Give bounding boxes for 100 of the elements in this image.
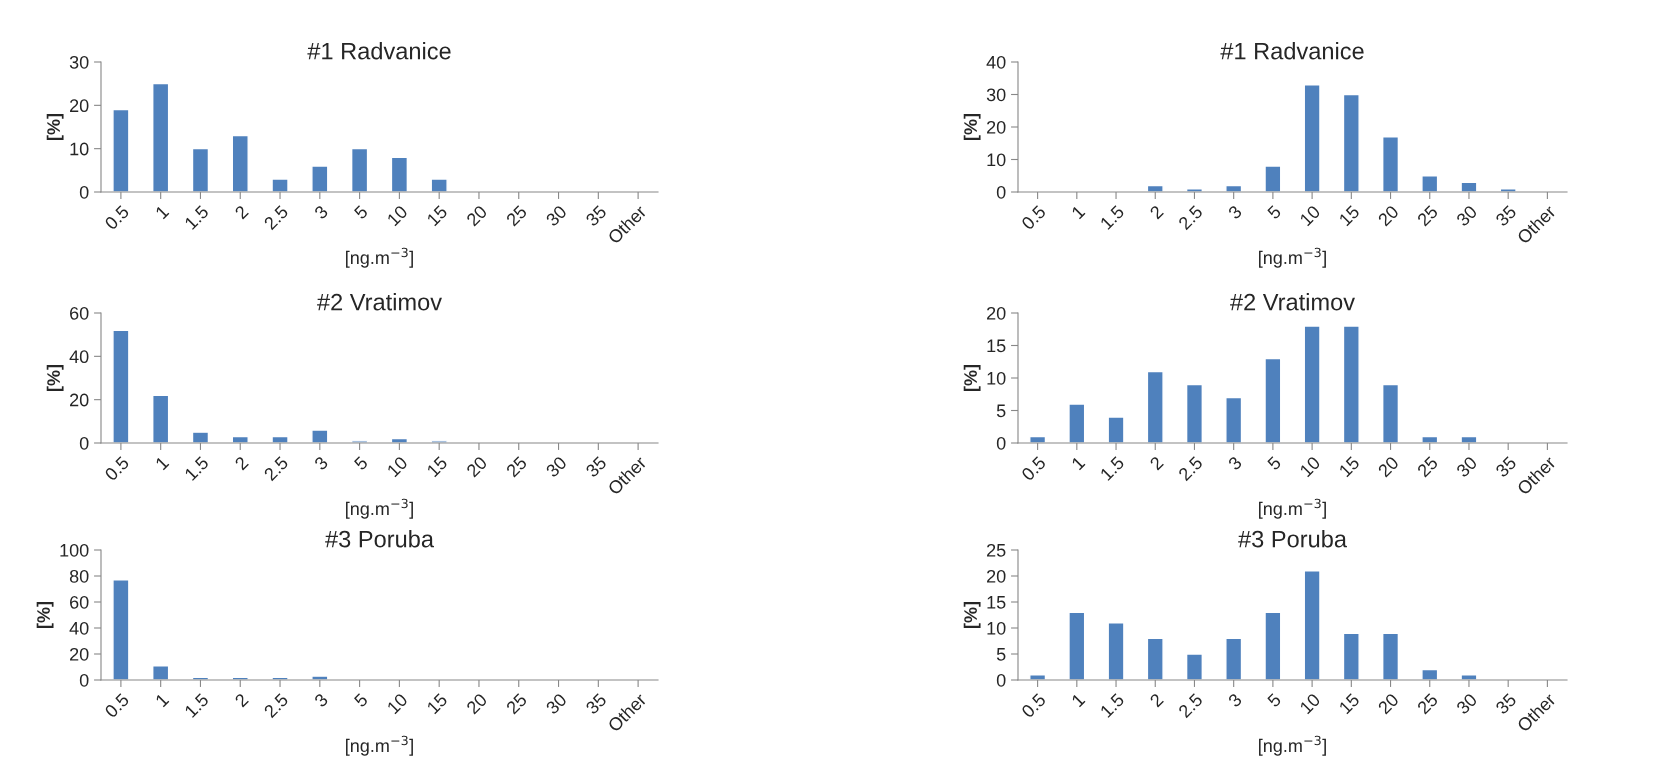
- y-tick-label: 20: [987, 306, 1006, 320]
- y-tick-label: 30: [69, 55, 89, 69]
- x-tick-label: 30: [545, 455, 568, 478]
- x-tick-label: 35: [1494, 204, 1518, 227]
- x-tick-label: 2.5: [1177, 455, 1204, 482]
- y-tick-label: 30: [986, 88, 1006, 102]
- x-tick-label: 1: [155, 455, 170, 471]
- x-tick-label: 3: [313, 204, 329, 220]
- x-tick-label: 0.5: [1020, 692, 1047, 719]
- x-tick-label: 2: [234, 204, 249, 220]
- x-tick-label: 0.5: [103, 204, 130, 231]
- chart-title: #3 Poruba: [325, 530, 434, 548]
- y-axis-title: [%]: [36, 601, 54, 629]
- y-tick-label: 0: [79, 185, 89, 199]
- x-tick-label: 0.5: [1020, 204, 1047, 231]
- y-tick-label: 15: [987, 339, 1006, 353]
- bar: [311, 165, 329, 192]
- y-tick-label: 20: [70, 647, 89, 661]
- x-tick-label: 15: [426, 455, 449, 478]
- y-tick-label: 0: [996, 436, 1006, 450]
- y-tick-label: 25: [987, 543, 1006, 557]
- bar: [1381, 383, 1400, 443]
- x-tick-label: 5: [1266, 692, 1282, 708]
- x-tick-label: 35: [584, 455, 608, 478]
- x-tick-label: 2.5: [263, 204, 289, 231]
- x-tick-label: 35: [584, 692, 608, 715]
- bar: [1264, 357, 1282, 443]
- x-tick-label: 3: [1227, 455, 1243, 471]
- x-tick-label: 3: [313, 455, 329, 471]
- y-axis-title: [%]: [46, 364, 64, 392]
- x-tick-label: 2: [234, 455, 249, 471]
- x-tick-label: 5: [1266, 455, 1282, 471]
- x-tick-label: 10: [1299, 455, 1321, 478]
- y-axis-title: [%]: [963, 601, 981, 629]
- x-tick-label: 30: [545, 204, 568, 227]
- bar: [1146, 637, 1164, 680]
- x-tick-label: 2: [1149, 692, 1164, 708]
- bar: [1460, 674, 1478, 680]
- bar: [1381, 632, 1400, 680]
- x-tick-label: 1.5: [184, 455, 210, 481]
- bar: [191, 147, 210, 192]
- x-tick-label: 2.5: [1177, 204, 1204, 231]
- x-tick-label: 35: [1494, 455, 1518, 478]
- y-tick-label: 40: [986, 55, 1006, 69]
- y-tick-label: 10: [987, 153, 1006, 167]
- bar: [231, 134, 249, 192]
- y-tick-label: 20: [70, 99, 89, 113]
- x-tick-label: 0.5: [103, 455, 130, 482]
- x-tick-label: 5: [1266, 204, 1282, 220]
- x-tick-label: 5: [353, 204, 369, 220]
- chart-title: #2 Vratimov: [317, 293, 442, 311]
- x-axis-title: [ng.m$^{−3}$]: [346, 247, 413, 268]
- x-tick-label: 20: [465, 455, 488, 478]
- x-tick-label: 1: [1071, 455, 1086, 471]
- chart-title: #1 Radvanice: [1220, 42, 1364, 60]
- x-tick-label: 30: [1455, 455, 1478, 478]
- x-tick-label: 15: [1338, 204, 1361, 227]
- bar: [1225, 396, 1243, 443]
- x-tick-label: 2: [1149, 204, 1164, 220]
- y-tick-label: 10: [987, 371, 1006, 385]
- x-tick-label: 15: [1338, 455, 1361, 478]
- y-tick-label: 0: [79, 436, 89, 450]
- bar: [1185, 653, 1204, 680]
- x-tick-label: 30: [1455, 692, 1478, 715]
- bar: [1303, 570, 1321, 680]
- x-tick-label: 10: [386, 455, 409, 478]
- y-tick-label: 100: [60, 543, 89, 557]
- x-tick-label: 2.5: [263, 692, 289, 719]
- bar: [112, 579, 130, 680]
- y-tick-label: 40: [69, 621, 89, 635]
- bar: [1264, 165, 1282, 192]
- y-tick-label: 0: [996, 185, 1006, 199]
- y-tick-label: 15: [987, 596, 1006, 609]
- y-tick-label: 5: [996, 404, 1006, 418]
- x-axis-title: [ng.m$^{−3}$]: [346, 735, 413, 756]
- x-tick-label: 3: [313, 692, 329, 708]
- bar: [152, 394, 170, 443]
- x-tick-label: 20: [1377, 455, 1400, 478]
- bar: [191, 431, 210, 443]
- x-tick-label: 5: [353, 692, 369, 708]
- bar: [1146, 370, 1164, 443]
- bar: [430, 178, 448, 192]
- y-tick-label: 20: [70, 393, 89, 407]
- x-tick-label: 1.5: [184, 204, 210, 230]
- chart-title: #2 Vratimov: [1230, 293, 1355, 311]
- x-tick-label: 0.5: [1020, 455, 1047, 482]
- x-tick-label: 1: [1071, 204, 1086, 220]
- y-tick-label: 10: [987, 621, 1006, 635]
- bar: [1381, 136, 1400, 192]
- x-tick-label: 10: [386, 692, 409, 715]
- x-tick-label: 5: [353, 455, 369, 471]
- x-tick-label: 30: [545, 692, 568, 715]
- x-tick-label: 0.5: [103, 692, 130, 719]
- x-tick-label: 35: [1494, 692, 1518, 715]
- y-tick-label: 20: [987, 569, 1006, 583]
- bar: [1342, 325, 1360, 443]
- x-tick-label: 20: [1377, 692, 1400, 715]
- bar: [1421, 175, 1439, 192]
- y-tick-label: 0: [996, 673, 1006, 687]
- x-tick-label: 20: [1377, 204, 1400, 227]
